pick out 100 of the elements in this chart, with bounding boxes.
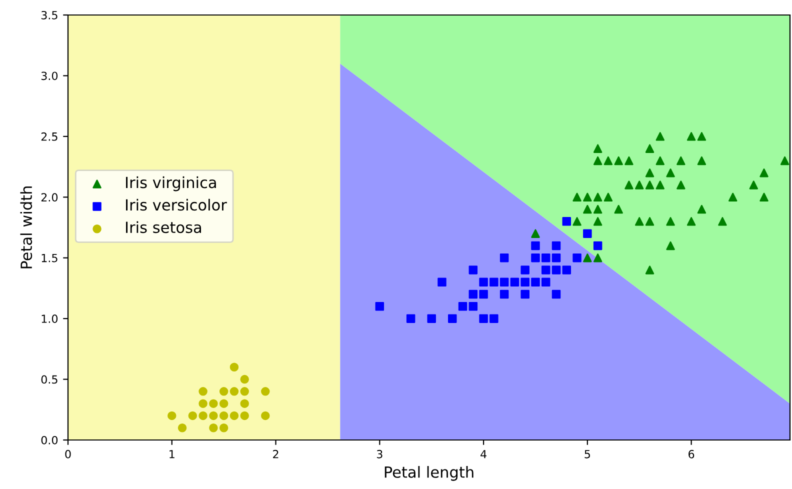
point [230, 362, 239, 372]
y-tick-label: 1.0 [42, 314, 58, 323]
y-tick-label: 2.0 [41, 193, 58, 202]
point [656, 180, 665, 190]
point [520, 290, 530, 299]
point [261, 411, 270, 420]
point [531, 278, 540, 287]
legend-label: Iris setosa [126, 221, 202, 234]
y-tick-label: 0.0 [41, 436, 58, 444]
point [178, 423, 187, 432]
point [552, 290, 561, 299]
point [593, 156, 602, 166]
point [686, 217, 696, 226]
point [604, 192, 613, 202]
point [760, 192, 768, 202]
legend-label: Iris virginica [126, 176, 216, 192]
y-axis-title: Petal width [20, 186, 32, 268]
point [552, 241, 561, 250]
point [406, 314, 416, 323]
point [531, 241, 540, 250]
point [479, 278, 488, 287]
point [583, 204, 592, 214]
point [531, 229, 540, 238]
point [479, 290, 488, 299]
point [697, 132, 706, 141]
x-tick-label: 5 [584, 450, 590, 458]
point [697, 204, 706, 214]
point [198, 387, 208, 396]
point [468, 266, 478, 274]
point [593, 241, 602, 250]
point [593, 217, 602, 226]
point [572, 217, 582, 226]
point [562, 266, 572, 274]
point [593, 192, 602, 202]
point [209, 423, 218, 432]
point [583, 229, 592, 238]
point [479, 314, 488, 323]
point [219, 387, 228, 396]
point [490, 278, 498, 287]
point [198, 411, 208, 420]
point [614, 204, 623, 214]
point [230, 387, 239, 396]
point [230, 411, 239, 420]
point [593, 204, 602, 214]
point [500, 290, 509, 299]
x-tick-label: 4 [480, 450, 486, 458]
point [728, 192, 738, 202]
point [468, 290, 478, 299]
x-tick-label: 2 [273, 450, 278, 458]
point [760, 168, 768, 178]
point [240, 399, 249, 408]
point [624, 180, 634, 190]
point [552, 266, 561, 274]
point [375, 302, 384, 311]
point [666, 241, 675, 250]
point [219, 399, 228, 408]
point [645, 266, 654, 274]
point [686, 132, 696, 141]
point [780, 156, 790, 166]
point [676, 156, 686, 166]
point [749, 180, 758, 190]
point [604, 156, 613, 166]
point [168, 411, 176, 420]
point [666, 217, 675, 226]
point [593, 253, 602, 262]
y-tick-label: 2.5 [41, 132, 58, 141]
x-tick-label: 0 [65, 450, 71, 458]
y-tick-label: 1.5 [42, 254, 58, 262]
point [552, 253, 561, 262]
point [645, 217, 654, 226]
point [198, 399, 208, 408]
point [542, 253, 550, 262]
point [645, 144, 654, 153]
point [427, 314, 436, 323]
point [645, 180, 654, 190]
point [531, 253, 540, 262]
point [624, 156, 634, 166]
point [572, 253, 582, 262]
x-tick-label: 3 [376, 450, 382, 458]
point [240, 374, 249, 384]
point [593, 144, 602, 153]
point [500, 253, 509, 262]
point [500, 278, 509, 287]
point [261, 387, 270, 396]
point [520, 278, 530, 287]
point [697, 156, 706, 166]
point [614, 156, 623, 166]
point [542, 278, 550, 287]
point [510, 278, 520, 287]
y-tick-label: 3.0 [41, 72, 58, 80]
point [542, 266, 550, 274]
point [240, 387, 249, 396]
point [520, 266, 530, 274]
point [562, 217, 572, 226]
point [438, 278, 446, 287]
point [219, 411, 228, 420]
point [240, 411, 249, 420]
point [209, 399, 218, 408]
point [219, 423, 228, 432]
point [583, 192, 592, 202]
